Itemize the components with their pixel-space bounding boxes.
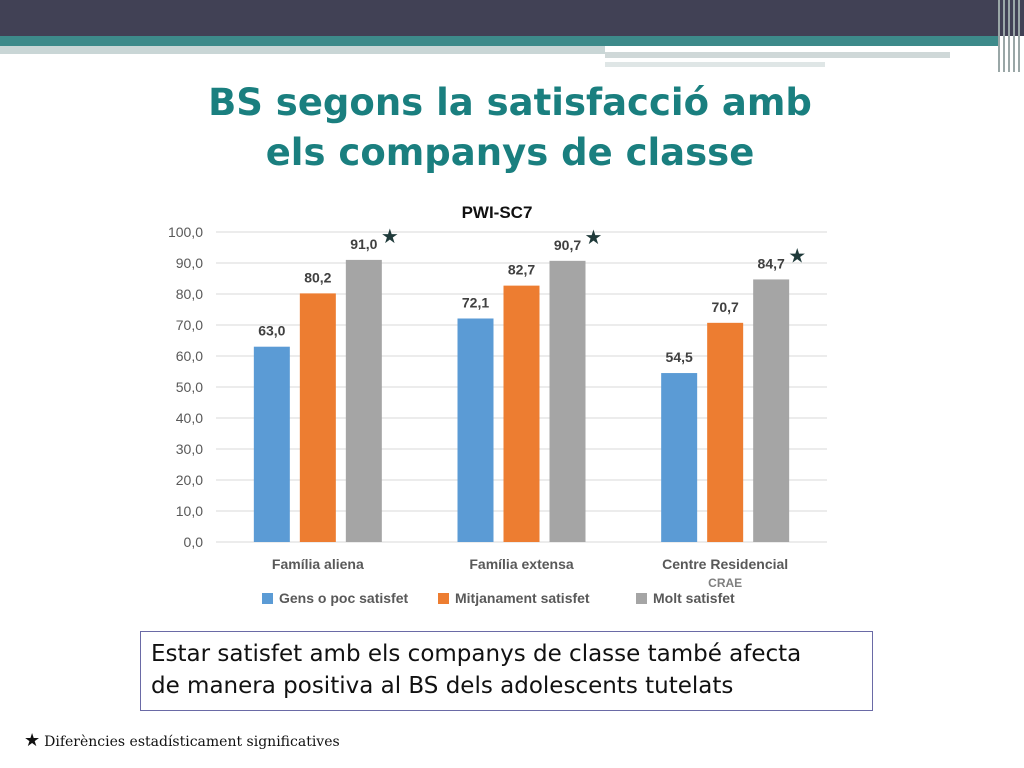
x-tick-label: Família extensa: [469, 556, 573, 572]
y-tick-label: 30,0: [176, 441, 203, 457]
bar: [253, 346, 290, 542]
legend-label: Molt satisfet: [653, 590, 735, 606]
y-tick-label: 40,0: [176, 410, 203, 426]
x-tick-label: Centre Residencial: [662, 556, 788, 572]
data-label: 90,7: [554, 237, 581, 253]
footnote-text: Diferències estadísticament significativ…: [44, 734, 340, 750]
bar: [661, 373, 698, 542]
decor-stripe: [605, 52, 950, 58]
data-label: 70,7: [712, 299, 739, 315]
bar-chart: PWI-SC7 0,0 10,0 20,0 30,0 40,0 50,0 60,0 70,0 80…: [168, 203, 827, 606]
legend-label: Gens o poc satisfet: [279, 590, 408, 606]
slide-title-line: els companys de classe: [265, 131, 755, 174]
y-tick-label: 100,0: [168, 224, 203, 240]
y-tick-label: 50,0: [176, 379, 203, 395]
chart-title: PWI-SC7: [462, 203, 533, 222]
star-icon: ★: [24, 730, 41, 751]
x-tick-sublabel: CRAE: [708, 576, 742, 590]
note-line: de manera positiva al BS dels adolescent…: [151, 673, 734, 699]
note-line: Estar satisfet amb els companys de class…: [151, 641, 802, 667]
star-icon: ★: [585, 225, 603, 249]
y-tick-label: 80,0: [176, 286, 203, 302]
bar: [753, 279, 790, 542]
y-tick-label: 10,0: [176, 503, 203, 519]
teal-stripe: [0, 36, 1000, 46]
decor-lines: [996, 0, 1024, 72]
y-tick-label: 20,0: [176, 472, 203, 488]
data-label: 80,2: [304, 269, 331, 285]
star-icon: ★: [788, 243, 806, 267]
bar: [549, 260, 586, 542]
bar: [299, 293, 336, 542]
legend-label: Mitjanament satisfet: [455, 590, 590, 606]
y-tick-label: 70,0: [176, 317, 203, 333]
slide-title-line: BS segons la satisfacció amb: [208, 81, 812, 124]
bar: [345, 259, 382, 542]
y-tick-label: 0,0: [184, 534, 204, 550]
data-label: 82,7: [508, 262, 535, 278]
decor-stripe: [605, 62, 825, 67]
data-label: 84,7: [758, 255, 785, 271]
decor-stripe: [0, 46, 605, 54]
top-bar: [0, 0, 1024, 36]
bar: [503, 285, 540, 542]
data-label: 91,0: [350, 236, 377, 252]
y-tick-label: 60,0: [176, 348, 203, 364]
note-box: Estar satisfet amb els companys de class…: [140, 631, 873, 711]
y-tick-label: 90,0: [176, 255, 203, 271]
bar: [707, 322, 744, 542]
legend-swatch: [438, 593, 449, 604]
data-label: 72,1: [462, 294, 489, 310]
legend-swatch: [636, 593, 647, 604]
bar: [457, 318, 494, 542]
x-tick-label: Família aliena: [272, 556, 364, 572]
slide-title: BS segons la satisfacció amb els company…: [100, 78, 920, 178]
star-icon: ★: [381, 224, 399, 248]
data-label: 63,0: [258, 323, 285, 339]
legend-swatch: [262, 593, 273, 604]
footnote: ★ Diferències estadísticament significati…: [24, 730, 340, 751]
data-label: 54,5: [666, 349, 693, 365]
